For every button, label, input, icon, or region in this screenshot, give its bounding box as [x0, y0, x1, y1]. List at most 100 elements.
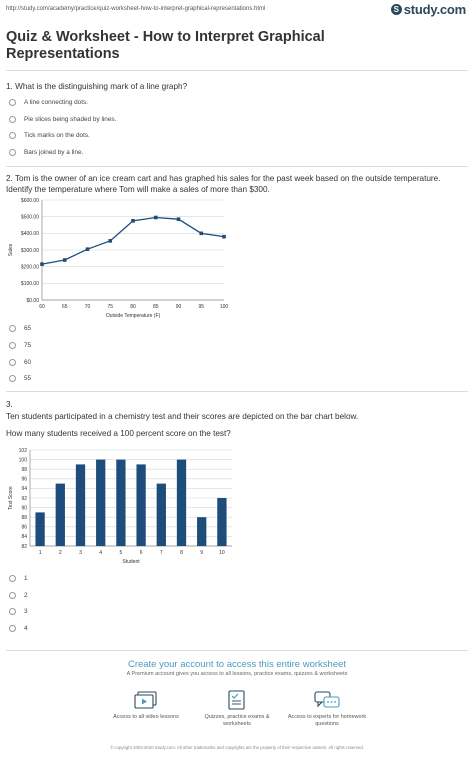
- option-label: 60: [24, 359, 32, 366]
- y-axis-label: Sales: [8, 243, 14, 256]
- data-point: [153, 215, 158, 220]
- create-account-link[interactable]: Create your account to access this entir…: [127, 659, 347, 670]
- feature-video-lessons: Access to all video lessons: [101, 690, 191, 721]
- sales-line: [41, 216, 225, 265]
- divider: [6, 166, 468, 167]
- option-label: 3: [24, 608, 28, 615]
- score-bar: [217, 498, 227, 546]
- y-tick-label: $600.00: [21, 198, 39, 204]
- question-1-text: 1. What is the distinguishing mark of a …: [6, 82, 188, 91]
- feature-text: Access to all video lessons: [113, 714, 179, 720]
- data-point: [108, 239, 113, 243]
- score-bar: [176, 459, 187, 546]
- score-bar: [35, 512, 45, 546]
- x-tick-label: 75: [107, 304, 113, 310]
- x-tick-label: 95: [198, 304, 204, 310]
- radio-button[interactable]: [9, 575, 16, 582]
- x-tick-label: 60: [39, 304, 45, 310]
- divider: [6, 650, 468, 651]
- x-tick-label: 90: [176, 304, 182, 310]
- x-axis-label: Outside Temperature (F): [106, 313, 161, 319]
- x-tick-label: 80: [130, 304, 136, 310]
- y-tick-label: 98: [21, 467, 27, 473]
- question-1-option-2[interactable]: Pie slices being shaded by lines.: [9, 116, 116, 123]
- y-tick-label: 82: [21, 544, 27, 550]
- question-2-option-3[interactable]: 60: [9, 359, 31, 366]
- question-3-option-3[interactable]: 3: [9, 608, 28, 615]
- y-tick-label: 96: [21, 477, 27, 483]
- radio-button[interactable]: [9, 375, 16, 382]
- feature-text: Quizzes, practice exams & worksheets: [204, 714, 270, 727]
- study-logo[interactable]: S study.com: [390, 2, 466, 17]
- question-2-option-4[interactable]: 55: [9, 375, 31, 382]
- y-tick-label: 86: [21, 525, 27, 531]
- y-tick-label: 88: [21, 515, 27, 521]
- score-bar: [96, 459, 106, 546]
- x-tick-label: 100: [220, 304, 229, 310]
- question-3-option-2[interactable]: 2: [9, 592, 28, 599]
- study-logo-icon: S: [390, 4, 402, 15]
- radio-button[interactable]: [9, 342, 16, 349]
- radio-button[interactable]: [9, 99, 16, 106]
- score-bar: [197, 517, 207, 546]
- x-tick-label: 9: [200, 550, 203, 556]
- radio-button[interactable]: [9, 149, 16, 156]
- option-label: Pie slices being shaded by lines.: [24, 116, 117, 123]
- question-1-option-1[interactable]: A line connecting dots.: [9, 99, 88, 106]
- x-axis-label: Student: [122, 559, 140, 565]
- score-bar: [75, 464, 86, 546]
- radio-button[interactable]: [9, 592, 16, 599]
- y-axis-label: Test Score: [8, 486, 14, 510]
- video-lessons-icon: [134, 691, 157, 709]
- question-3-text: How many students received a 100 percent…: [6, 429, 231, 438]
- question-3-intro: Ten students participated in a chemistry…: [6, 412, 359, 421]
- y-tick-label: $200.00: [21, 264, 39, 270]
- study-logo-text: study.com: [403, 2, 466, 17]
- question-2-option-2[interactable]: 75: [9, 342, 31, 349]
- page-url: http://study.com/academy/practice/quiz-w…: [6, 6, 266, 12]
- option-label: 55: [24, 375, 32, 382]
- question-3-option-1[interactable]: 1: [9, 575, 28, 582]
- option-label: 4: [24, 625, 28, 632]
- radio-button[interactable]: [9, 325, 16, 332]
- question-2-text: 2. Tom is the owner of an ice cream cart…: [6, 174, 441, 194]
- y-tick-label: 94: [21, 486, 27, 492]
- question-3-number: 3.: [6, 400, 13, 409]
- feature-experts: Access to experts for homework questions: [282, 690, 372, 728]
- y-tick-label: $0.00: [26, 298, 39, 304]
- radio-button[interactable]: [9, 625, 16, 632]
- y-tick-label: $300.00: [21, 248, 39, 254]
- radio-button[interactable]: [9, 132, 16, 139]
- score-bar: [55, 483, 65, 546]
- x-tick-label: 7: [160, 550, 163, 556]
- feature-text: Access to experts for homework questions: [287, 714, 367, 727]
- x-tick-label: 65: [62, 304, 68, 310]
- radio-button[interactable]: [9, 608, 16, 615]
- question-3-option-4[interactable]: 4: [9, 625, 28, 632]
- x-tick-label: 1: [39, 550, 42, 556]
- radio-button[interactable]: [9, 359, 16, 366]
- option-label: 65: [24, 325, 32, 332]
- y-tick-label: 102: [19, 448, 28, 454]
- y-tick-label: $500.00: [21, 214, 39, 220]
- line-chart: $0.00 $100.00 $200.00 $300.00 $400.00 $500.00…: [8, 198, 229, 319]
- divider: [6, 70, 468, 71]
- data-point: [199, 231, 204, 236]
- question-2-option-1[interactable]: 65: [9, 325, 31, 332]
- y-tick-label: $400.00: [21, 231, 39, 237]
- x-tick-label: 85: [153, 304, 159, 310]
- question-1-option-3[interactable]: Tick marks on the dots.: [9, 132, 90, 139]
- data-point: [222, 234, 226, 239]
- x-tick-label: 10: [219, 550, 225, 556]
- question-1-option-4[interactable]: Bars joined by a line.: [9, 149, 83, 156]
- x-tick-label: 8: [180, 550, 183, 556]
- quizzes-worksheets-icon: [228, 690, 245, 710]
- y-tick-label: 90: [21, 505, 27, 511]
- feature-quizzes: Quizzes, practice exams & worksheets: [192, 690, 282, 728]
- score-bar: [136, 464, 146, 546]
- bar-chart: 82 84 86 88 90 92 94 96 98 100 102 1 2 3 4 5 6 7 8 9 10 Stude…: [8, 448, 232, 565]
- x-tick-label: 2: [59, 550, 62, 556]
- radio-button[interactable]: [9, 116, 16, 123]
- score-bar: [156, 483, 166, 546]
- x-tick-label: 5: [120, 550, 123, 556]
